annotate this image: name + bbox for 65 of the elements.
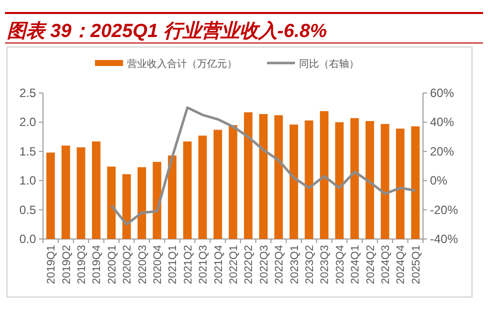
y2-tick-label: -40% (430, 232, 458, 246)
x-tick-label: 2020Q1 (106, 245, 118, 284)
x-tick-label: 2021Q4 (212, 245, 225, 284)
x-tick-label: 2020Q2 (122, 245, 134, 284)
x-tick-label: 2019Q2 (60, 245, 73, 284)
bar (183, 141, 192, 239)
bar (290, 124, 298, 239)
y2-tick-label: 60% (430, 86, 454, 100)
bar (62, 146, 70, 239)
x-tick-label: 2024Q4 (395, 245, 408, 284)
x-tick-label: 2019Q4 (91, 245, 104, 284)
bar (92, 141, 100, 239)
x-tick-label: 2021Q3 (198, 245, 210, 284)
x-tick-label: 2021Q2 (182, 245, 194, 284)
chart-title: 图表 39：2025Q1 行业营业收入-6.8% (7, 20, 328, 42)
legend-label: 营业收入合计（万亿元） (127, 58, 237, 70)
y2-tick-label: -20% (430, 202, 458, 217)
bar (366, 121, 374, 239)
y-tick-label: 2.0 (19, 115, 36, 130)
legend-label: 同比（右轴） (299, 58, 359, 70)
x-tick-label: 2020Q4 (152, 245, 164, 284)
x-tick-label: 2023Q2 (304, 245, 316, 284)
bar (228, 125, 238, 239)
bar (138, 167, 146, 239)
x-tick-label: 2022Q1 (228, 245, 240, 284)
bar (214, 130, 222, 239)
y-tick-label: 1.5 (19, 144, 36, 158)
x-tick-label: 2024Q2 (364, 245, 377, 284)
bar (168, 155, 176, 239)
bar (350, 118, 359, 239)
x-tick-label: 2019Q1 (46, 245, 58, 284)
x-tick-label: 2022Q2 (243, 245, 256, 284)
x-tick-label: 2023Q4 (334, 245, 346, 284)
y-tick-label: 1.0 (19, 174, 36, 188)
bar (380, 124, 390, 239)
y2-tick-label: 0% (430, 174, 448, 188)
x-tick-label: 2025Q1 (410, 245, 422, 284)
y-tick-label: 0.0 (19, 232, 36, 246)
x-tick-label: 2023Q3 (319, 245, 332, 284)
y2-tick-label: 20% (430, 144, 454, 158)
x-tick-label: 2020Q3 (136, 245, 149, 284)
y2-tick-label: 40% (430, 115, 454, 130)
x-tick-label: 2021Q1 (167, 245, 180, 284)
x-tick-label: 2024Q1 (350, 245, 362, 284)
bar (76, 147, 86, 239)
x-tick-label: 2024Q3 (380, 245, 392, 284)
bar (244, 112, 252, 239)
bar (107, 166, 116, 239)
bar (198, 136, 207, 239)
bar (320, 111, 328, 239)
x-tick-label: 2022Q4 (274, 245, 286, 284)
x-tick-label: 2019Q3 (76, 245, 88, 284)
bar (46, 152, 55, 239)
bar (411, 126, 420, 239)
bar (274, 115, 283, 239)
bar (259, 114, 268, 239)
x-tick-label: 2023Q1 (288, 245, 301, 284)
bar (152, 162, 162, 239)
y-tick-label: 0.5 (19, 202, 36, 217)
bar (396, 128, 404, 239)
bar (335, 122, 344, 239)
bar (304, 120, 314, 239)
y-tick-label: 2.5 (19, 86, 36, 100)
bar (122, 174, 131, 239)
x-tick-label: 2022Q3 (258, 245, 270, 284)
